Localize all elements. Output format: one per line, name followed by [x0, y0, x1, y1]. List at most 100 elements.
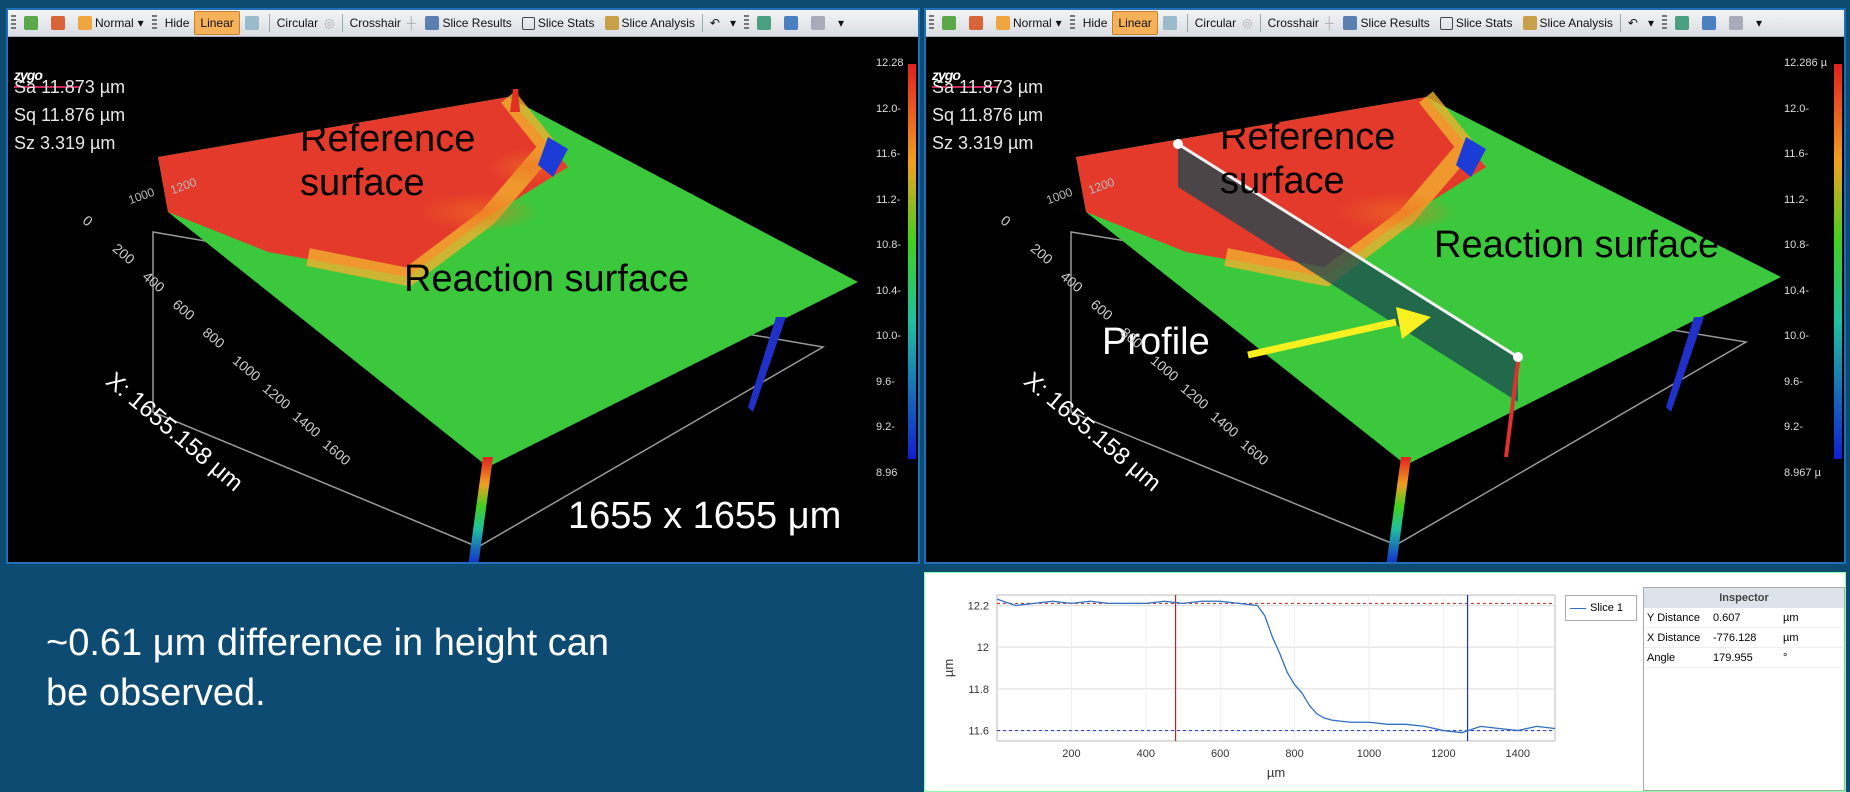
reaction-label: Reaction surface [1434, 224, 1720, 266]
mode-select[interactable]: Normal ▾ [991, 12, 1067, 34]
slice-1-line [996, 598, 1556, 734]
fit-button[interactable] [937, 12, 964, 34]
circle-icon: ◎ [324, 16, 335, 30]
export-button[interactable] [1670, 12, 1697, 34]
sz-value: Sz 3.319 µm [14, 133, 116, 153]
slice-analysis-button[interactable]: Slice Analysis [600, 12, 700, 34]
profile-chart[interactable]: 11.6 11.8 12 12.2 200 400 600 800 1000 1200 1400 µm… [925, 573, 1565, 791]
hide-button[interactable]: Hide [164, 16, 190, 30]
copy-button[interactable] [779, 12, 806, 34]
y-tick-label: 11.8 [968, 684, 989, 696]
inspector-row: Angle 179.955 ° [1644, 648, 1844, 668]
circle-icon: ◎ [1242, 16, 1253, 30]
slope-icon [244, 16, 259, 30]
slice-analysis-icon [1522, 16, 1537, 30]
scale-tick-label: 10.0- [876, 330, 902, 342]
slice-results-button[interactable]: Slice Results [1338, 12, 1434, 34]
slice-stats-button[interactable]: Slice Stats [1435, 12, 1518, 34]
circular-button[interactable]: Circular ◎ [276, 16, 335, 30]
scale-tick-label: 9.2- [876, 421, 895, 433]
left-3d-view: Normal ▾ Hide Linear Circular ◎ Crosshair ┼… [6, 8, 920, 564]
toolbar-grip[interactable] [11, 15, 16, 31]
crosshair-button[interactable]: Crosshair ┼ [1267, 16, 1334, 30]
export-button[interactable] [752, 12, 779, 34]
chart-legend: Slice 1 [1565, 595, 1637, 621]
slice-results-icon [425, 16, 440, 30]
x-tick-label: 1400 [1506, 748, 1530, 760]
y-tick-label: 12.2 [968, 600, 989, 612]
color-button[interactable] [46, 12, 73, 34]
profile-arrow-head [1396, 307, 1431, 339]
toolbar-grip[interactable] [151, 15, 157, 31]
slice-stats-button[interactable]: Slice Stats [517, 12, 600, 34]
profile-end-handle[interactable] [1513, 352, 1523, 362]
undo-icon: ↶ [1627, 16, 1638, 30]
toolbar-grip[interactable] [743, 15, 749, 31]
crosshair-button[interactable]: Crosshair ┼ [349, 16, 416, 30]
linear-button[interactable]: Linear [194, 11, 240, 35]
x-tick-label: 1200 [1431, 748, 1455, 760]
inspector-title: Inspector [1644, 588, 1844, 608]
x-tick-label: 400 [1137, 748, 1155, 760]
undo-button[interactable]: ↶ [705, 12, 725, 34]
overflow-button[interactable]: ▾ [1647, 16, 1654, 30]
right-3d-view: Normal ▾ Hide Linear Circular ◎ Crosshair ┼… [924, 8, 1846, 564]
scale-tick-label: 8.96 [876, 466, 898, 479]
profile-slice-plane [1178, 144, 1518, 402]
scale-tick-label: 10.4- [876, 284, 902, 297]
overflow-button[interactable]: ▾ [1755, 16, 1763, 30]
circular-button[interactable]: Circular ◎ [1194, 16, 1253, 30]
slice-analysis-button[interactable]: Slice Analysis [1518, 12, 1618, 34]
overflow-button[interactable]: ▾ [837, 16, 845, 30]
hide-button[interactable]: Hide [1082, 16, 1108, 30]
fit-icon [24, 16, 38, 30]
3d-plot-area[interactable]: zygo Sa 11.873 µm Sq 11.876 µm Sz 3.319 … [8, 37, 918, 562]
scale-tick-label: 11.2- [1784, 193, 1809, 206]
scale-tick-label: 10.8- [1784, 239, 1810, 251]
slope-icon [1162, 16, 1177, 30]
toolbar-grip[interactable] [1069, 15, 1075, 31]
sa-value: Sa 11.873 µm [14, 77, 126, 97]
scale-tick-label: 9.6- [1784, 375, 1803, 388]
linear-tool-button[interactable] [1158, 12, 1185, 34]
profile-start-handle[interactable] [1173, 139, 1183, 149]
plot-area [996, 594, 1556, 742]
3d-plot-area[interactable]: zygo Sa 11.873 µm Sq 11.876 µm Sz 3.319 … [926, 37, 1844, 562]
copy-button[interactable] [1697, 12, 1724, 34]
scale-tick-label: 8.967 µ [1784, 466, 1821, 479]
linear-tool-button[interactable] [240, 12, 267, 34]
linear-button[interactable]: Linear [1112, 11, 1158, 35]
inspector-label: X Distance [1647, 631, 1701, 644]
inspector-panel: Inspector Y Distance 0.607 µm X Distance -77… [1643, 587, 1845, 791]
print-button[interactable] [806, 12, 833, 34]
mode-label: Normal [95, 16, 134, 30]
scale-tick-label: 10.0- [1784, 330, 1810, 342]
x-tick-label: 800 [1285, 748, 1303, 760]
y-axis-label: µm [941, 659, 956, 677]
fit-button[interactable] [19, 12, 46, 34]
surface-3d-render [152, 89, 858, 562]
inspector-value: 0.607 [1713, 611, 1741, 624]
x-tick-label: 1000 [1357, 748, 1381, 760]
y-tick-label: 12 [977, 642, 989, 654]
export-icon [756, 16, 771, 30]
toolbar-grip[interactable] [929, 15, 934, 31]
dimensions-label: 1655 x 1655 μm [568, 495, 842, 537]
mode-icon [78, 16, 92, 30]
toolbar-grip[interactable] [1661, 15, 1667, 31]
slice-results-button[interactable]: Slice Results [420, 12, 516, 34]
color-button[interactable] [964, 12, 991, 34]
surface-stats: Sa 11.873 µm Sq 11.876 µm Sz 3.319 µm [932, 77, 1044, 153]
copy-icon [1701, 16, 1716, 30]
undo-button[interactable]: ↶ [1623, 12, 1643, 34]
mode-select[interactable]: Normal ▾ [73, 12, 149, 34]
profile-arrow [1247, 318, 1397, 359]
scale-tick-label: 12.0- [1784, 102, 1810, 115]
profile-line[interactable] [1177, 142, 1519, 359]
print-button[interactable] [1724, 12, 1751, 34]
print-icon [810, 16, 825, 30]
overflow-button[interactable]: ▾ [729, 16, 736, 30]
scale-tick-label: 10.4- [1784, 284, 1810, 297]
color-scale-bar [908, 64, 916, 459]
edge-spike [468, 457, 493, 562]
